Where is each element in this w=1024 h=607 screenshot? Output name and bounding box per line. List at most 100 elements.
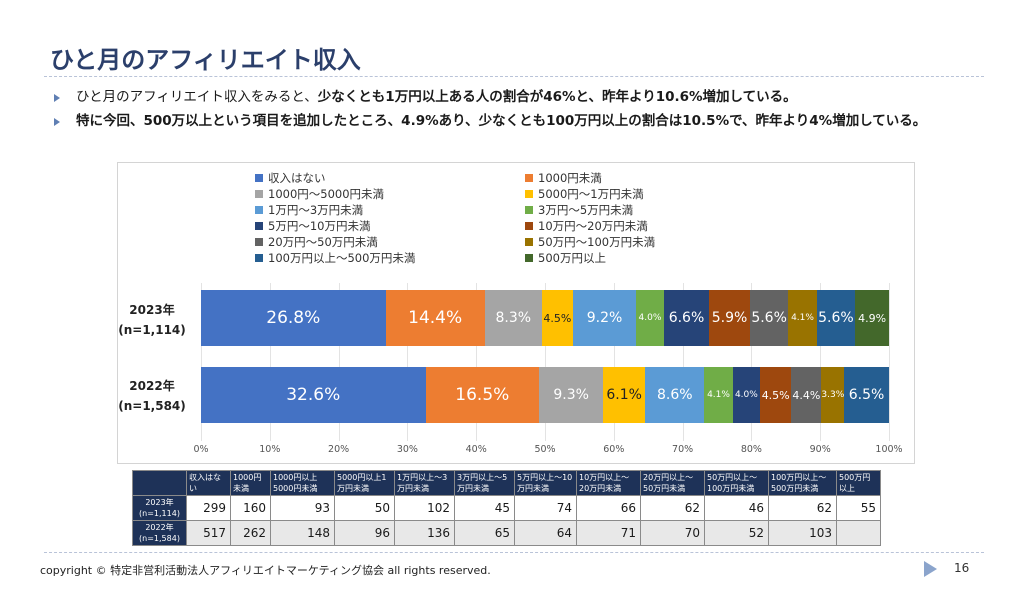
legend-label: 1000円未満 xyxy=(538,171,602,185)
bar-segment: 4.5% xyxy=(541,290,573,346)
data-table: 収入はない 1000円未満 1000円以上5000円未満 5000円以上1万円未満 1万… xyxy=(132,470,881,546)
gridline xyxy=(751,283,753,441)
table-header: 50万円以上～100万円未満 xyxy=(704,470,769,496)
legend-swatch xyxy=(255,174,263,182)
legend-item: 収入はない xyxy=(255,170,525,186)
bar-segment: 9.2% xyxy=(572,290,637,346)
gridline xyxy=(338,283,340,441)
legend-label: 500万円以上 xyxy=(538,251,606,265)
x-tick-label: 10% xyxy=(259,444,281,455)
table-cell: 62 xyxy=(768,495,837,521)
table-header: 100万円以上～500万円未満 xyxy=(768,470,837,496)
table-row: 2022年(n=1,584) 517 262 148 96 136 65 64 71 70 52 10… xyxy=(132,520,881,546)
table-cell: 102 xyxy=(394,495,455,521)
table-cell: 160 xyxy=(230,495,271,521)
row-label-2023: 2023年 (n=1,114) xyxy=(107,300,197,340)
table-cell: 93 xyxy=(270,495,335,521)
x-tick-label: 40% xyxy=(465,444,487,455)
bar-segment: 6.6% xyxy=(663,290,710,346)
bar-segment: 4.1% xyxy=(704,367,733,423)
legend-item: 1000円未満 xyxy=(525,170,725,186)
bar-segment: 4.1% xyxy=(788,290,817,346)
table-cell: 74 xyxy=(514,495,577,521)
legend-label: 5万円～10万円未満 xyxy=(268,219,371,233)
legend-item: 10万円～20万円未満 xyxy=(525,218,725,234)
bullet-1-bold: 少なくとも1万円以上ある人の割合が46%と、昨年より10.6%増加している。 xyxy=(317,89,797,105)
table-cell: 299 xyxy=(186,495,231,521)
bar-segment: 32.6% xyxy=(201,367,426,423)
table-cell: 62 xyxy=(640,495,705,521)
table-header: 3万円以上～5万円未満 xyxy=(454,470,515,496)
legend-label: 収入はない xyxy=(268,171,326,185)
legend-item: 100万円以上～500万円未満 xyxy=(255,250,525,266)
x-tick-label: 100% xyxy=(875,444,903,455)
legend-swatch xyxy=(525,174,533,182)
slide-title: ひと月のアフィリエイト収入 xyxy=(50,46,361,74)
table-header: 5万円以上～10万円未満 xyxy=(514,470,577,496)
legend-label: 20万円～50万円未満 xyxy=(268,235,378,249)
bar-segment: 4.0% xyxy=(636,290,664,346)
table-cell: 70 xyxy=(640,520,705,546)
legend-label: 10万円～20万円未満 xyxy=(538,219,648,233)
next-arrow-icon[interactable] xyxy=(924,561,937,577)
table-header: 20万円以上～50万円未満 xyxy=(640,470,705,496)
gridline xyxy=(613,283,615,441)
x-axis: 0% 10% 20% 30% 40% 50% 60% 70% 80% 90% 100% xyxy=(193,444,902,458)
bullet-list: ひと月のアフィリエイト収入をみると、少なくとも1万円以上ある人の割合が46%と、… xyxy=(52,88,972,136)
legend-item: 5000円～1万円未満 xyxy=(525,186,725,202)
legend-swatch xyxy=(525,206,533,214)
legend-item: 50万円～100万円未満 xyxy=(525,234,725,250)
legend-swatch xyxy=(525,190,533,198)
table-header: 1万円以上～3万円未満 xyxy=(394,470,455,496)
table-row-header: 2023年(n=1,114) xyxy=(132,495,187,521)
table-header: 収入はない xyxy=(186,470,231,496)
legend-swatch xyxy=(525,254,533,262)
bullet-2: 特に今回、500万以上という項目を追加したところ、4.9%あり、少なくとも100… xyxy=(52,112,972,131)
x-tick-label: 50% xyxy=(534,444,556,455)
legend-item: 1万円～3万円未満 xyxy=(255,202,525,218)
table-cell: 64 xyxy=(514,520,577,546)
bar-segment: 4.4% xyxy=(791,367,822,423)
page-number: 16 xyxy=(954,561,970,575)
legend-label: 50万円～100万円未満 xyxy=(538,235,656,249)
gridline xyxy=(201,283,202,441)
bar-segment: 14.4% xyxy=(385,290,485,346)
legend-item: 5万円～10万円未満 xyxy=(255,218,525,234)
gridline xyxy=(476,283,478,441)
legend-swatch xyxy=(255,190,263,198)
bar-segment: 8.6% xyxy=(645,367,705,423)
footer-divider xyxy=(44,552,984,553)
table-header: 1000円以上5000円未満 xyxy=(270,470,335,496)
legend-label: 5000円～1万円未満 xyxy=(538,187,644,201)
table-cell: 50 xyxy=(334,495,395,521)
legend-label: 1万円～3万円未満 xyxy=(268,203,364,217)
chart-legend: 収入はない 1000円未満 1000円～5000円未満 5000円～1万円未満 1万円～… xyxy=(255,170,735,266)
bar-segment: 4.0% xyxy=(732,367,761,423)
bar-segment: 6.1% xyxy=(603,367,646,423)
table-cell: 71 xyxy=(576,520,641,546)
table-cell: 103 xyxy=(768,520,837,546)
bar-segment: 16.5% xyxy=(425,367,540,423)
row-n-2023: (n=1,114) xyxy=(118,323,186,337)
x-tick-label: 60% xyxy=(603,444,625,455)
title-divider xyxy=(44,76,984,77)
table-header: 5000円以上1万円未満 xyxy=(334,470,395,496)
row-year-2023: 2023年 xyxy=(129,303,175,317)
legend-swatch xyxy=(255,238,263,246)
table-cell: 262 xyxy=(230,520,271,546)
bullet-1: ひと月のアフィリエイト収入をみると、少なくとも1万円以上ある人の割合が46%と、… xyxy=(52,88,972,107)
table-cell: 55 xyxy=(836,495,881,521)
legend-swatch xyxy=(255,254,263,262)
table-header: 500万円以上 xyxy=(836,470,881,496)
legend-swatch xyxy=(255,222,263,230)
bar-segment: 5.9% xyxy=(709,290,750,346)
table-corner xyxy=(132,470,187,496)
bar-segment: 3.3% xyxy=(821,367,845,423)
x-tick-label: 0% xyxy=(193,444,209,455)
legend-swatch xyxy=(525,222,533,230)
copyright-text: copyright © 特定非営利活動法人アフィリエイトマーケティング協会 al… xyxy=(40,564,491,577)
gridline xyxy=(269,283,271,441)
legend-label: 3万円～5万円未満 xyxy=(538,203,634,217)
bar-segment: 5.6% xyxy=(749,290,789,346)
gridline xyxy=(820,283,822,441)
